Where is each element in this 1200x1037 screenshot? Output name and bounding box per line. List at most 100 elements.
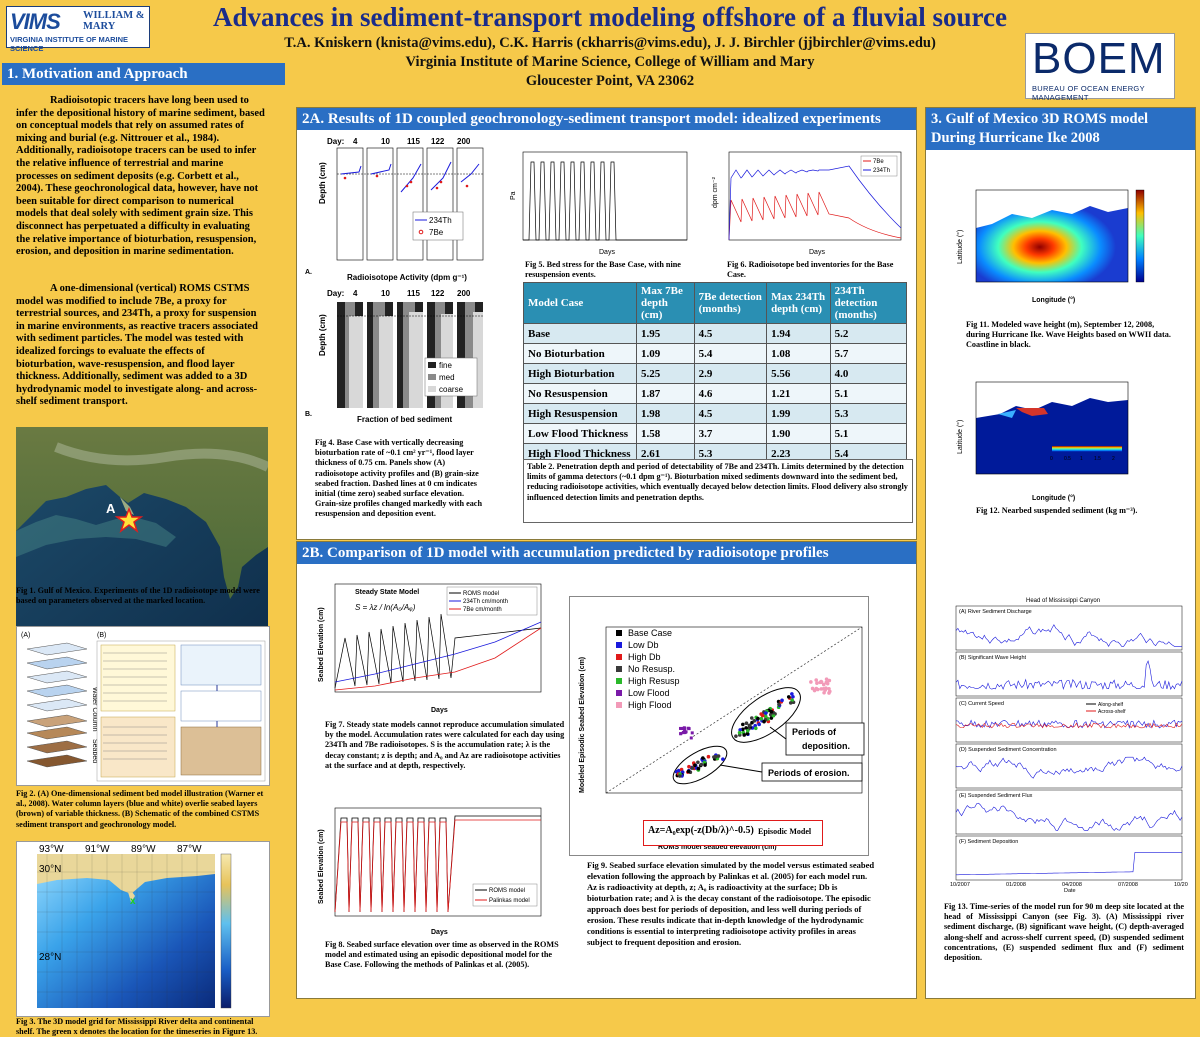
fig6-th-line (728, 165, 902, 241)
fig12-cb-3: 1.5 (1094, 456, 1101, 462)
table-cell: High Bioturbation (523, 363, 637, 384)
fig9-point (678, 774, 682, 778)
fig9-legend-label: High Db (628, 652, 661, 662)
fig9-point (762, 719, 766, 724)
fig8-xlabel: Days (431, 929, 448, 936)
fig9-point (742, 733, 747, 737)
fig9-point (824, 677, 829, 682)
table-cell: 1.87 (636, 383, 695, 404)
fig9-point (827, 678, 832, 683)
fig5-caption: Fig 5. Bed stress for the Base Case, wit… (525, 260, 681, 280)
fig6-legend-th: 234Th (873, 168, 890, 174)
fig9-point (741, 722, 745, 727)
fig13-series-line (955, 802, 1183, 831)
fig2-caption: Fig 2. (A) One-dimensional sediment bed … (16, 789, 264, 829)
fig13-series-line (955, 624, 1182, 648)
fig13-date-tick: 04/2008 (1062, 882, 1082, 888)
fig9-point (769, 716, 774, 720)
vims-logo-short: VIMS (10, 9, 61, 34)
fig6-caption: Fig 6. Radioisotope bed inventories for … (727, 260, 894, 280)
section-3: 3. Gulf of Mexico 3D ROMS model During H… (925, 107, 1196, 999)
fig2-label-b: (B) (97, 632, 106, 639)
fig7-be-line (334, 627, 542, 691)
fig9-point (738, 728, 742, 732)
fig9-point (744, 721, 749, 726)
fig4b-xlabel: Fraction of bed sediment (357, 415, 452, 424)
fig13-series-line (955, 756, 1183, 779)
fig9-legend-label: High Resusp (628, 676, 680, 686)
svg-text:B.: B. (305, 411, 312, 418)
th-max-th: Max 234Th depth (cm) (766, 282, 831, 324)
fig9-point (679, 732, 683, 736)
table-cell: 1.09 (636, 343, 695, 364)
fig13-date-tick: 10/2008 (1174, 882, 1188, 888)
table-row: High Resuspension 1.98 4.5 1.99 5.3 (523, 403, 908, 424)
fig9-point (814, 678, 819, 682)
fig9-point (786, 695, 791, 699)
fig7-th-line (334, 621, 542, 683)
fig8-ylabel: Seabed Elevation (cm) (318, 829, 325, 904)
fig3-caption: Fig 3. The 3D model grid for Mississippi… (16, 1017, 258, 1037)
fig9-point (690, 766, 694, 770)
fig9-point (699, 762, 704, 767)
fig9-legend-marker (616, 678, 622, 684)
table-cell: 1.90 (766, 423, 831, 444)
fig4b-ylabel: Depth (cm) (318, 314, 327, 356)
fig3-lon-4: 87°W (177, 844, 202, 855)
fig6-xlabel: Days (809, 249, 825, 256)
fig12-caption: Fig 12. Nearbed suspended sediment (kg m… (976, 506, 1138, 515)
table-cell: 2.23 (766, 443, 831, 464)
section-2b-title: 2B. Comparison of 1D model with accumula… (297, 542, 916, 564)
fig6-legend-be: 7Be (873, 159, 884, 165)
fig9-legend-marker (616, 702, 622, 708)
table-cell: 4.5 (693, 323, 768, 344)
fig13-panel-title: (D) Suspended Sediment Concentration (959, 747, 1057, 753)
table-cell: 2.61 (636, 443, 695, 464)
fig4-caption: Fig 4. Base Case with vertically decreas… (315, 438, 482, 519)
table-header-row: Model Case Max 7Be depth (cm) 7Be detect… (523, 282, 908, 324)
fig13-panel (955, 605, 1183, 651)
table-cell: 5.1 (829, 423, 908, 444)
fig13-panel-title: (E) Suspended Sediment Flux (959, 793, 1033, 799)
fig9-point (702, 760, 707, 765)
fig2-label-a: (A) (21, 632, 30, 639)
fig12-sediment: 0 0.5 1 1.5 2 Latitude (°) Longitude (°) (952, 378, 1176, 504)
fig4b-legend-coarse: coarse (439, 385, 464, 394)
vims-logo-full: VIRGINIA INSTITUTE OF MARINE SCIENCE (10, 35, 129, 53)
fig11-xlabel: Longitude (°) (1032, 296, 1075, 304)
fig13-timeseries: Head of Mississippi Canyon (A) River Sed… (936, 594, 1194, 894)
fig9-point (814, 686, 819, 691)
fig4a-day-4: 4 (353, 137, 358, 146)
fig9-legend-label: High Flood (628, 700, 672, 710)
fig9-point (809, 680, 813, 684)
fig9-point (741, 727, 745, 732)
fig9-point (749, 716, 754, 720)
fig11-caption: Fig 11. Modeled wave height (m), Septemb… (966, 320, 1171, 350)
fig7-legend-roms: ROMS model (463, 591, 499, 597)
fig9-point (819, 687, 824, 691)
fig9-point (759, 716, 764, 721)
fig9-point (763, 714, 768, 719)
fig5-ylabel: Pa (510, 191, 517, 200)
fig9-legend-label: Low Flood (628, 688, 670, 698)
table-cell: No Resuspension (523, 383, 637, 404)
poster-affiliation: Virginia Institute of Marine Science, Co… (405, 54, 815, 70)
table-cell: 5.7 (829, 343, 908, 364)
fig7-xlabel: Days (431, 707, 448, 714)
fig4b-legend-fine: fine (439, 361, 452, 370)
fig9-point (760, 713, 765, 718)
fig9-point (828, 689, 832, 694)
section-2a-title: 2A. Results of 1D coupled geochronology-… (297, 108, 916, 130)
fig9-point (819, 679, 823, 684)
table-cell: 5.1 (829, 383, 908, 404)
fig13-series-line (956, 852, 1182, 876)
boem-logo-short: BOEM (1032, 34, 1166, 83)
section-2b: 2B. Comparison of 1D model with accumula… (296, 541, 917, 999)
vims-logo-wm: WILLIAM & MARY (83, 10, 145, 32)
fig4a-xlabel: Radioisotope Activity (dpm g⁻¹) (347, 273, 467, 282)
fig9-point (689, 736, 693, 740)
fig9-point (790, 698, 794, 702)
fig9-point (769, 709, 774, 714)
fig7-caption: Fig 7. Steady state models cannot reprod… (325, 720, 565, 770)
fig9-point (680, 770, 685, 775)
